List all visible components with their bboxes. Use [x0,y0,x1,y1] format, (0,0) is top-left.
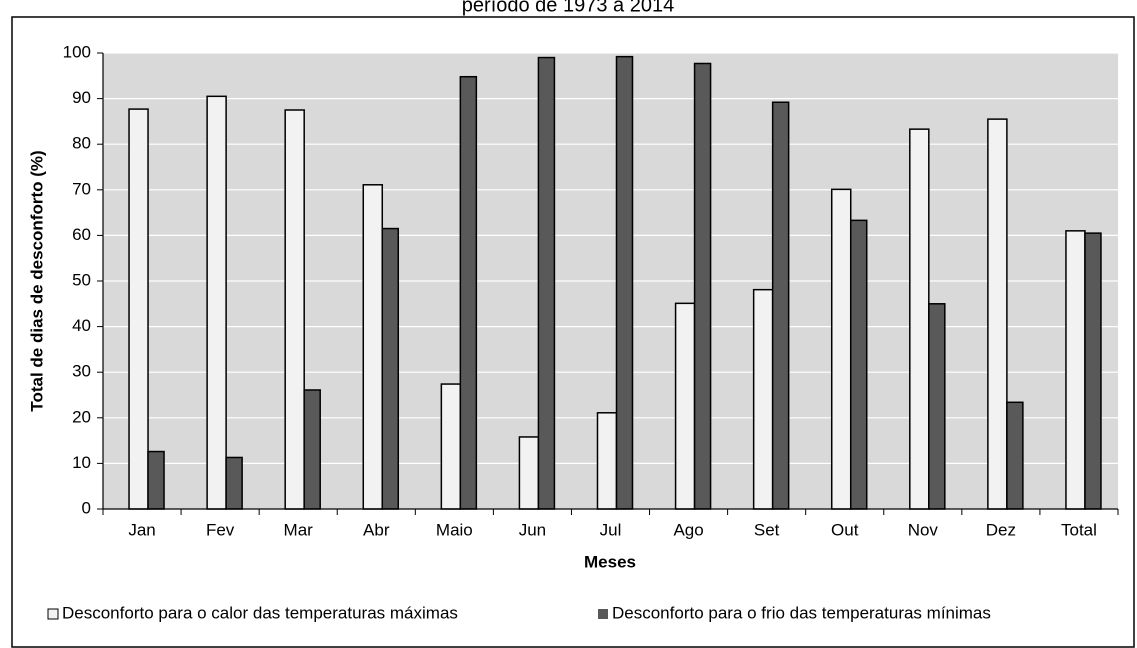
x-tick-label: Jul [600,520,622,539]
bar [771,101,790,510]
legend-label: Desconforto para o calor das temperatura… [62,603,458,622]
x-tick-label: Set [754,520,780,539]
bar [440,383,462,510]
x-axis-label: Meses [584,552,636,571]
bar [987,118,1008,510]
x-tick-label: Dez [986,520,1016,539]
bar [596,412,618,510]
y-tick-label: 70 [72,179,91,198]
x-tick-label: Jan [128,520,155,539]
legend-swatch [598,609,608,619]
bar [128,108,149,510]
x-tick-label: Nov [908,520,939,539]
bar [693,62,712,510]
x-tick-label: Mar [284,520,314,539]
x-tick-label: Fev [206,520,235,539]
y-tick-label: 90 [72,88,91,107]
bar [459,75,478,510]
bar [909,128,930,510]
y-tick-label: 0 [82,498,91,517]
y-tick-label: 50 [72,270,91,289]
bar [225,456,243,510]
bar [752,288,774,510]
bar [518,436,540,510]
y-tick-label: 10 [72,453,91,472]
bar [849,219,868,510]
x-tick-label: Abr [363,520,390,539]
bar [284,109,305,510]
bar [147,450,165,510]
x-tick-label: Maio [436,520,473,539]
y-tick-label: 80 [72,134,91,153]
legend-label: Desconforto para o frio das temperaturas… [612,603,991,622]
y-tick-label: 30 [72,362,91,381]
x-tick-label: Ago [673,520,703,539]
bar [1065,230,1086,510]
y-tick-label: 100 [63,42,91,61]
bar [206,95,227,510]
bar [928,303,946,510]
bar [537,56,556,510]
x-tick-label: Total [1061,520,1097,539]
x-tick-label: Out [831,520,859,539]
bar [830,188,852,510]
bar [615,55,634,510]
bar [1084,232,1102,510]
bar [1006,401,1024,510]
bar [381,227,400,510]
chart-title: período de 1973 a 2014 [462,0,674,16]
bar [362,184,384,510]
bar [674,302,696,510]
y-tick-label: 40 [72,316,91,335]
y-tick-label: 60 [72,225,91,244]
legend-swatch [47,608,59,620]
bar [303,389,321,510]
y-tick-label: 20 [72,407,91,426]
y-axis-label: Total de dias de desconforto (%) [27,150,46,411]
x-tick-label: Jun [519,520,546,539]
